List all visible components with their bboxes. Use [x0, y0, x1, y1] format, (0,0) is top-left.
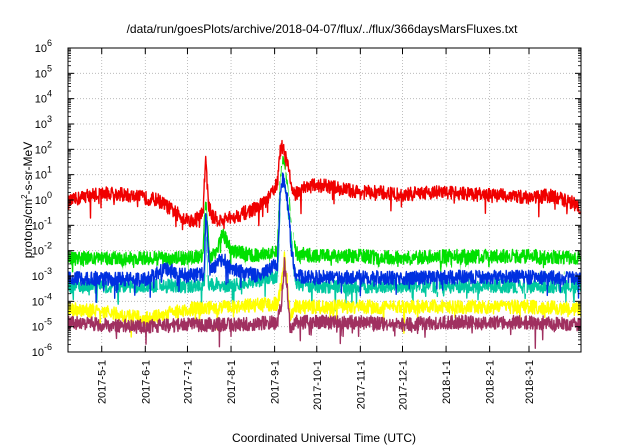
y-axis-label-superscript: 2	[20, 194, 29, 199]
y-tick-label: 101	[35, 165, 52, 182]
series-line	[68, 170, 581, 312]
y-tick-label: 10-3	[32, 266, 52, 283]
x-tick-label: 2017-12-1	[398, 360, 410, 410]
y-tick-label: 103	[35, 114, 52, 131]
y-tick-label: 105	[35, 63, 52, 80]
x-tick-label: 2017-6-1	[140, 360, 152, 404]
series-line	[68, 257, 581, 349]
y-tick-label: 102	[35, 139, 52, 156]
series-line	[68, 172, 581, 303]
series-line	[68, 251, 581, 338]
y-tick-label: 10-6	[32, 342, 52, 359]
x-tick-label: 2018-3-1	[524, 360, 536, 404]
chart-title: /data/run/goesPlots/archive/2018-04-07/f…	[127, 22, 519, 36]
y-axis-label-part: protons/cm	[21, 199, 35, 258]
y-tick-label: 10-2	[32, 241, 52, 258]
y-tick-label: 106	[35, 38, 52, 55]
y-tick-label: 10-5	[32, 317, 52, 334]
x-tick-label: 2018-2-1	[485, 360, 497, 404]
series-group	[68, 139, 581, 349]
x-tick-label: 2017-11-1	[355, 360, 367, 409]
x-tick-label: 2017-7-1	[182, 360, 194, 404]
y-tick-label: 100	[35, 190, 52, 207]
y-axis-label: protons/cm2-s-sr-MeV	[20, 142, 35, 258]
series-line	[68, 139, 581, 231]
x-tick-label: 2018-1-1	[441, 360, 453, 404]
x-axis: 2017-5-1 2017-6-1 2017-7-1 2017-8-1 2017-9-1…	[97, 48, 536, 410]
y-tick-label: 10-1	[32, 215, 52, 232]
x-tick-label: 2017-9-1	[270, 360, 282, 404]
x-axis-label: Coordinated Universal Time (UTC)	[232, 431, 416, 445]
y-tick-label: 104	[35, 89, 52, 106]
y-axis: 10-6 10-5 10-4 10-3 10-2 10-1 100 101 102 103 104 1…	[32, 38, 581, 359]
y-axis-label-part: -s-sr-MeV	[21, 142, 35, 195]
y-tick-label: 10-4	[32, 291, 52, 308]
x-tick-label: 2017-5-1	[97, 360, 109, 404]
x-tick-label: 2017-10-1	[312, 360, 324, 410]
series-line	[68, 155, 581, 283]
x-tick-label: 2017-8-1	[226, 360, 238, 404]
